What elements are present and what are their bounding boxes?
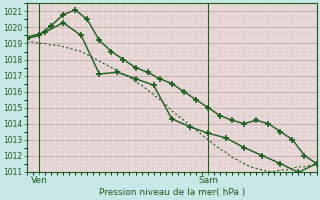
X-axis label: Pression niveau de la mer( hPa ): Pression niveau de la mer( hPa ) bbox=[99, 188, 245, 197]
